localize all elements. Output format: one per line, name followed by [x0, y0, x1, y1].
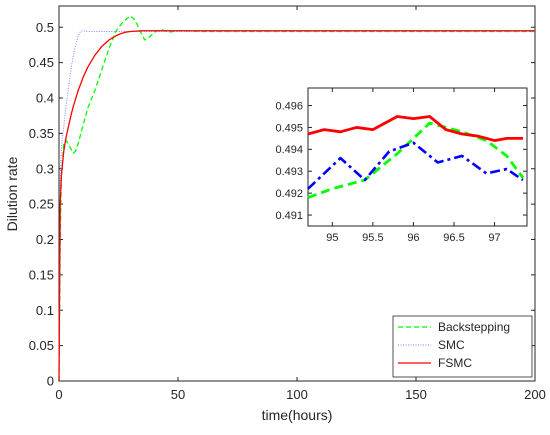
inset-series-line-0: [307, 121, 525, 199]
main-y-tick-label: 0.05: [29, 338, 54, 353]
main-y-tick-label: 0.25: [29, 197, 54, 212]
main-y-tick-label: 0.1: [36, 303, 54, 318]
main-y-tick-label: 0.45: [29, 55, 54, 70]
inset-y-tick-label: 0.491: [275, 210, 303, 222]
main-x-tick-labels: 0 50 100 150 200: [55, 387, 545, 402]
legend-box: [392, 315, 533, 378]
main-x-tick-label: 150: [405, 387, 427, 402]
main-series-line-0: [58, 15, 535, 382]
inset-series-line-2: [307, 115, 523, 142]
main-y-tick-labels: 0 0.05 0.1 0.15 0.2 0.25 0.3 0.35 0.4 0.45 0.5: [29, 20, 54, 389]
inset-x-tick-label: 95.5: [362, 232, 383, 244]
main-y-tick-label: 0.4: [36, 91, 54, 106]
inset-x-tick-label: 96.5: [443, 232, 464, 244]
main-y-tick-label: 0.2: [36, 232, 54, 247]
inset-x-tick-label: 96: [407, 232, 419, 244]
legend-label-smc: SMC: [438, 338, 465, 352]
main-x-tick-label: 0: [55, 387, 62, 402]
x-axis-label: time(hours): [262, 407, 333, 423]
main-x-tick-label: 200: [524, 387, 546, 402]
legend: Backstepping SMC FSMC: [392, 315, 533, 378]
main-y-tick-label: 0.5: [36, 20, 54, 35]
main-series-line-2: [58, 30, 535, 382]
main-y-tick-label: 0: [47, 374, 54, 389]
inset-y-tick-label: 0.492: [275, 188, 303, 200]
inset-y-tick-label: 0.495: [275, 122, 303, 134]
inset-x-tick-label: 97: [488, 232, 500, 244]
main-x-tick-label: 50: [171, 387, 185, 402]
legend-label-backstepping: Backstepping: [438, 320, 510, 334]
inset-plot-area: [307, 87, 528, 227]
inset-ticks: [308, 88, 527, 226]
main-y-tick-label: 0.15: [29, 267, 54, 282]
inset-y-tick-label: 0.493: [275, 166, 303, 178]
main-y-tick-label: 0.35: [29, 126, 54, 141]
main-x-tick-label: 100: [286, 387, 308, 402]
main-series-lines: [58, 15, 535, 382]
inset-x-tick-labels: 95 95.5 96 96.5 97: [326, 232, 500, 244]
inset-series-lines: [307, 115, 525, 199]
inset-y-tick-label: 0.496: [275, 100, 303, 112]
legend-label-fsmc: FSMC: [438, 356, 472, 370]
main-series-line-1: [58, 30, 535, 382]
inset-x-tick-label: 95: [326, 232, 338, 244]
y-axis-label: Dilution rate: [4, 156, 20, 231]
inset-y-tick-labels: 0.491 0.492 0.493 0.494 0.495 0.496: [275, 100, 303, 222]
inset-y-tick-label: 0.494: [275, 144, 303, 156]
inset-series-line-1: [307, 141, 524, 190]
main-y-tick-label: 0.3: [36, 161, 54, 176]
